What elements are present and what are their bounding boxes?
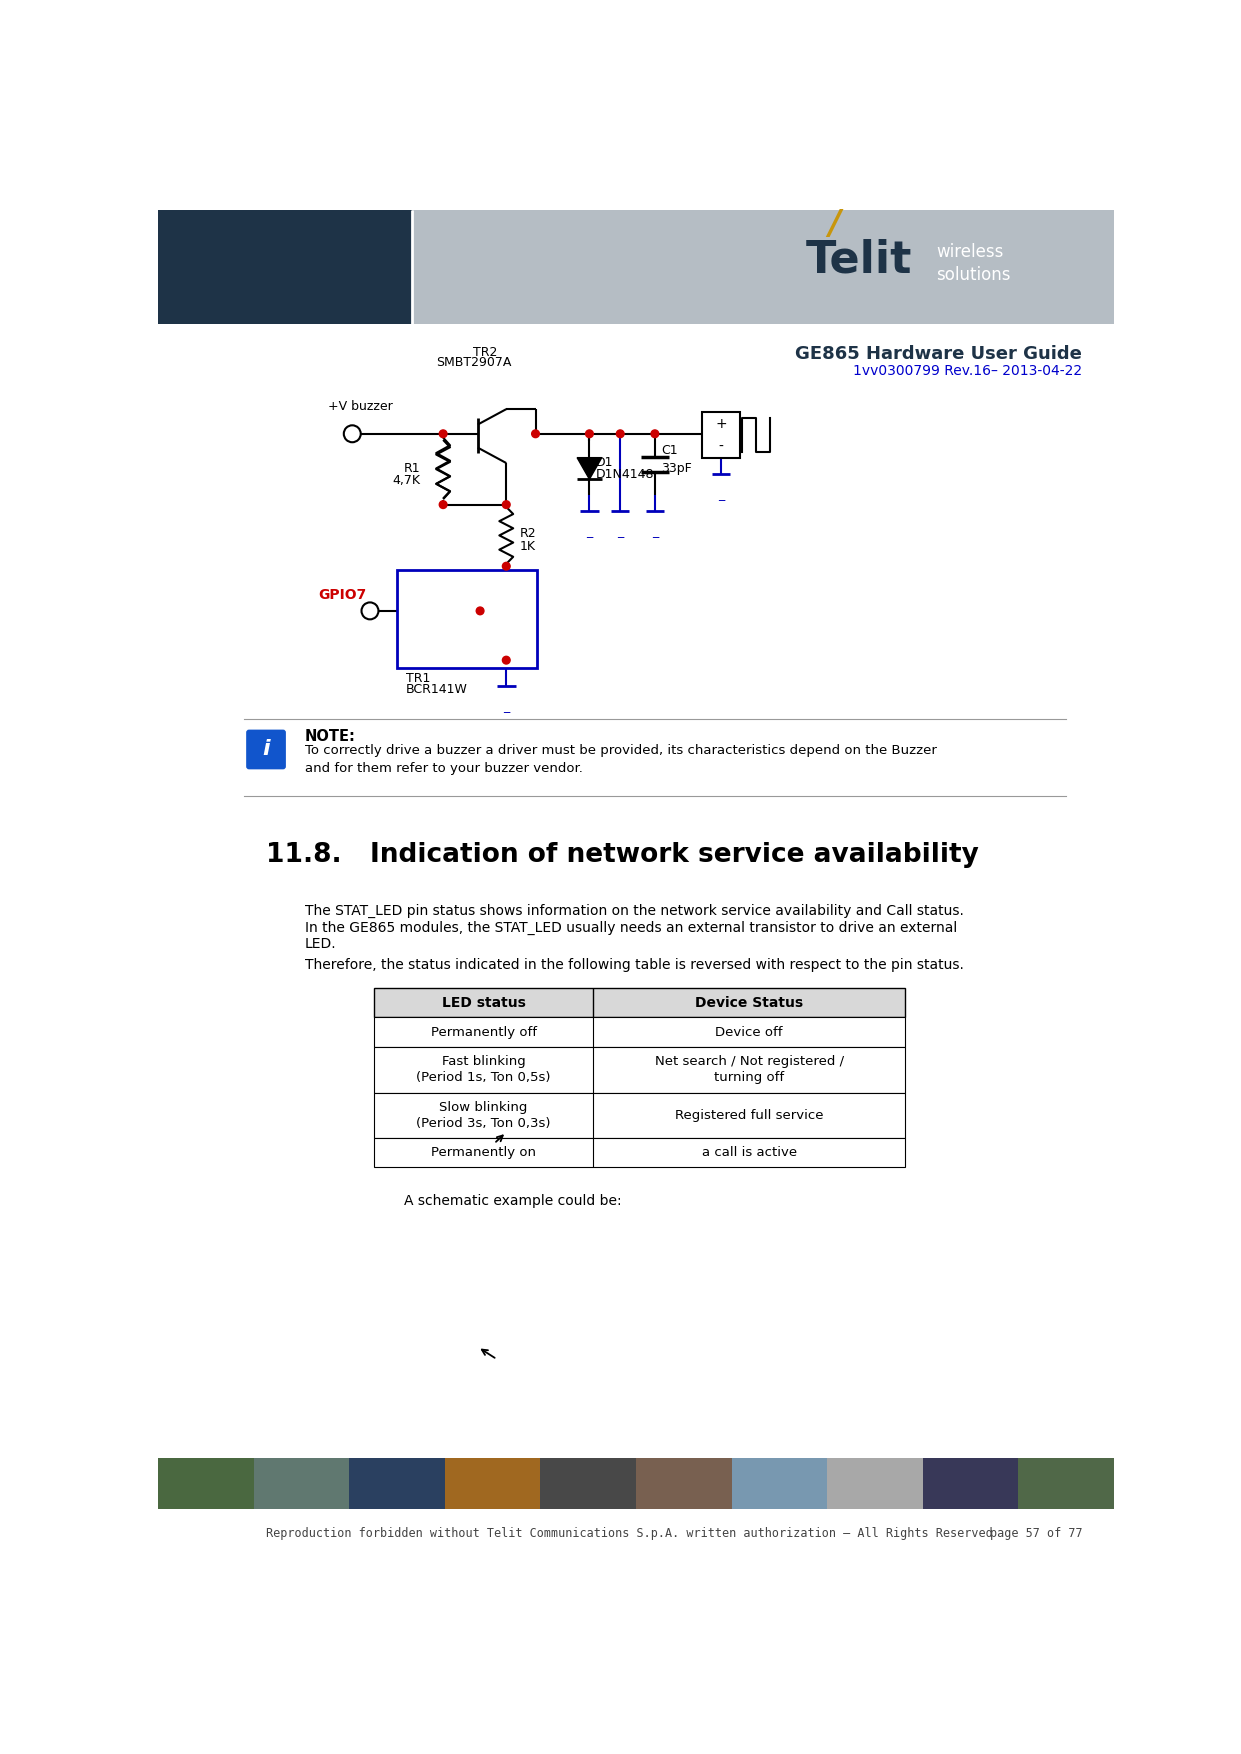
Text: 1K: 1K <box>520 540 536 553</box>
Bar <box>412 210 1113 324</box>
Text: The STAT_LED pin status shows information on the network service availability an: The STAT_LED pin status shows informatio… <box>304 903 963 917</box>
Text: C1: C1 <box>661 444 678 458</box>
Circle shape <box>586 430 593 438</box>
Bar <box>540 1458 635 1508</box>
Circle shape <box>439 502 447 509</box>
Bar <box>350 1458 444 1508</box>
Bar <box>374 1138 905 1166</box>
Text: Indication of network service availability: Indication of network service availabili… <box>370 842 979 868</box>
Text: _: _ <box>652 524 658 538</box>
Bar <box>374 988 905 1017</box>
Text: Device Status: Device Status <box>695 996 803 1010</box>
Text: R1: R1 <box>403 461 419 475</box>
Text: _: _ <box>719 488 725 500</box>
Text: TR1: TR1 <box>406 672 431 684</box>
Bar <box>635 1458 731 1508</box>
Text: D1: D1 <box>596 456 613 468</box>
Text: _: _ <box>617 524 623 538</box>
Bar <box>1018 1458 1113 1508</box>
Bar <box>253 1458 350 1508</box>
Text: R2: R2 <box>520 528 537 540</box>
Bar <box>374 1047 905 1093</box>
Circle shape <box>652 430 659 438</box>
Text: In the GE865 modules, the STAT_LED usually needs an external transistor to drive: In the GE865 modules, the STAT_LED usual… <box>304 921 957 935</box>
Text: +: + <box>715 417 727 431</box>
Text: i: i <box>262 740 269 759</box>
Text: Fast blinking
(Period 1s, Ton 0,5s): Fast blinking (Period 1s, Ton 0,5s) <box>416 1056 551 1084</box>
Text: 1vv0300799 Rev.16– 2013-04-22: 1vv0300799 Rev.16– 2013-04-22 <box>853 365 1082 379</box>
Text: 4,7K: 4,7K <box>392 474 419 488</box>
Polygon shape <box>577 458 602 479</box>
Text: SMBT2907A: SMBT2907A <box>437 356 511 368</box>
Text: Permanently off: Permanently off <box>431 1026 536 1038</box>
Circle shape <box>477 607 484 614</box>
Bar <box>444 1458 540 1508</box>
Text: Device off: Device off <box>716 1026 783 1038</box>
Text: A schematic example could be:: A schematic example could be: <box>403 1194 622 1209</box>
Text: _: _ <box>503 700 509 714</box>
FancyBboxPatch shape <box>247 731 284 768</box>
Text: 11.8.: 11.8. <box>266 842 341 868</box>
Circle shape <box>503 656 510 665</box>
Text: LED status: LED status <box>442 996 525 1010</box>
Text: GPIO7: GPIO7 <box>318 589 366 602</box>
Circle shape <box>439 430 447 438</box>
Circle shape <box>344 424 361 442</box>
Text: 33pF: 33pF <box>661 461 691 475</box>
Text: NOTE:: NOTE: <box>304 728 355 744</box>
Text: GE865 Hardware User Guide: GE865 Hardware User Guide <box>795 346 1082 363</box>
Bar <box>159 1458 253 1508</box>
Circle shape <box>617 430 624 438</box>
Text: a call is active: a call is active <box>701 1145 797 1159</box>
Text: Registered full service: Registered full service <box>675 1109 824 1123</box>
Bar <box>922 1458 1018 1508</box>
Circle shape <box>531 430 540 438</box>
Text: wireless
solutions: wireless solutions <box>936 242 1010 284</box>
Text: To correctly drive a buzzer a driver must be provided, its characteristics depen: To correctly drive a buzzer a driver mus… <box>304 744 937 775</box>
Text: TR2: TR2 <box>473 346 498 360</box>
Circle shape <box>503 563 510 570</box>
Circle shape <box>361 602 379 619</box>
Text: Permanently on: Permanently on <box>431 1145 536 1159</box>
Text: D1N4148: D1N4148 <box>596 468 654 481</box>
Bar <box>374 1093 905 1138</box>
Text: Telit: Telit <box>805 239 912 281</box>
Text: Reproduction forbidden without Telit Communications S.p.A. written authorization: Reproduction forbidden without Telit Com… <box>266 1528 993 1540</box>
Bar <box>397 570 537 668</box>
Text: BCR141W: BCR141W <box>406 684 468 696</box>
Text: +V buzzer: +V buzzer <box>328 400 392 412</box>
Text: _: _ <box>586 524 592 538</box>
Text: Slow blinking
(Period 3s, Ton 0,3s): Slow blinking (Period 3s, Ton 0,3s) <box>416 1102 551 1130</box>
Text: Therefore, the status indicated in the following table is reversed with respect : Therefore, the status indicated in the f… <box>304 958 963 972</box>
Text: -: - <box>719 440 724 454</box>
Text: Net search / Not registered /
turning off: Net search / Not registered / turning of… <box>655 1056 844 1084</box>
Bar <box>731 1458 827 1508</box>
Bar <box>827 1458 922 1508</box>
Bar <box>374 1017 905 1047</box>
Bar <box>702 412 741 458</box>
Text: /: / <box>828 207 840 240</box>
Circle shape <box>503 502 510 509</box>
Text: page 57 of 77: page 57 of 77 <box>989 1528 1082 1540</box>
Text: LED.: LED. <box>304 937 336 951</box>
Bar <box>159 210 412 324</box>
